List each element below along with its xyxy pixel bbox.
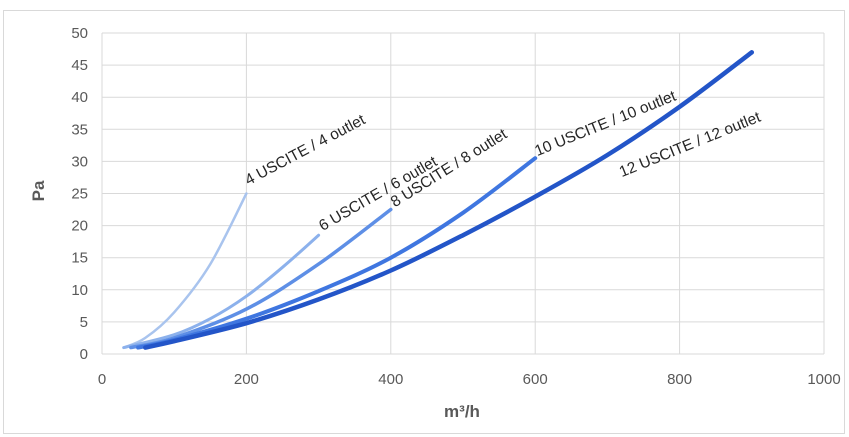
y-tick-label: 40 [71, 89, 88, 106]
x-tick-label: 600 [523, 371, 548, 388]
y-tick-label: 30 [71, 153, 88, 170]
y-tick-label: 45 [71, 57, 88, 74]
x-tick-label: 0 [98, 371, 106, 388]
y-tick-label: 35 [71, 121, 88, 138]
y-tick-label: 0 [80, 346, 88, 363]
series-line [122, 233, 321, 350]
series-line [143, 50, 755, 350]
y-tick-label: 15 [71, 250, 88, 267]
chart-frame [3, 10, 845, 434]
x-tick-label: 400 [378, 371, 403, 388]
series-label: 4 USCITE / 4 outlet [242, 111, 368, 189]
x-axis-title: m³/h [444, 402, 480, 421]
y-axis-title: Pa [29, 180, 48, 201]
y-tick-label: 20 [71, 218, 88, 235]
y-tick-label: 10 [71, 282, 88, 299]
x-tick-label: 200 [234, 371, 259, 388]
series-line [122, 192, 248, 349]
y-tick-label: 50 [71, 25, 88, 42]
y-tick-label: 25 [71, 186, 88, 203]
x-tick-label: 1000 [807, 371, 840, 388]
y-tick-label: 5 [80, 314, 88, 331]
series-lines [122, 50, 755, 350]
x-axis-ticks: 0 200 400 600 800 1000 [98, 371, 841, 388]
y-axis-ticks: 0 5 10 15 20 25 30 35 40 45 50 [71, 25, 88, 363]
x-tick-label: 800 [667, 371, 692, 388]
